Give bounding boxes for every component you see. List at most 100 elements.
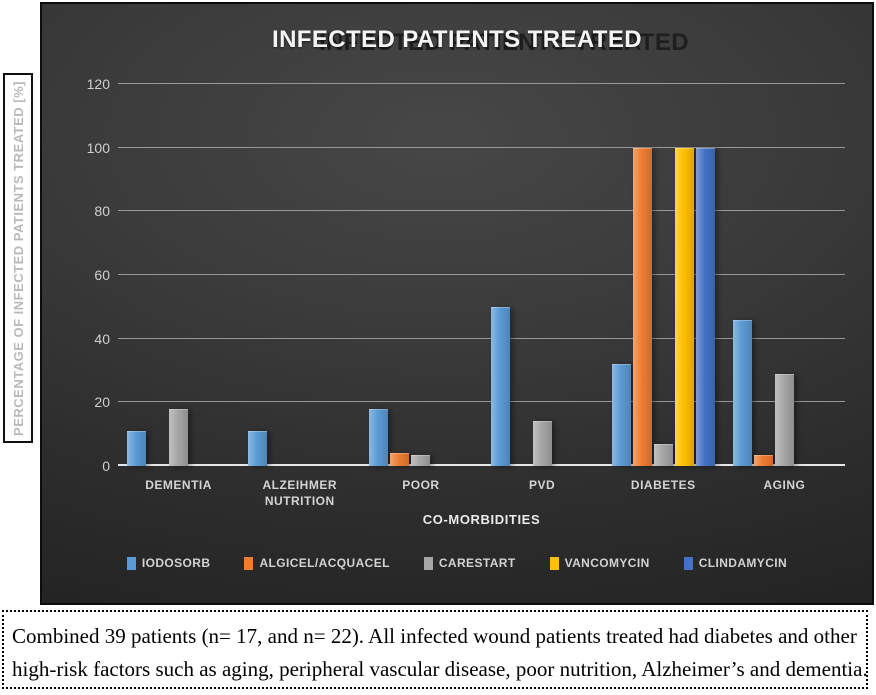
legend-item-clindamycin: CLINDAMYCIN [683, 556, 788, 570]
bar-slot [390, 84, 410, 466]
bar-group-alzeihmer-nutrition [239, 84, 360, 466]
x-label-text: PVD [529, 478, 556, 492]
bar-slot [369, 84, 389, 466]
caption-line-1: Combined 39 patients (n= 17, and n= 22).… [12, 624, 857, 648]
bar-slot [817, 84, 836, 466]
y-tick-label: 80 [94, 203, 110, 220]
bar-slot [411, 84, 431, 466]
legend-label: IODOSORB [141, 556, 211, 570]
y-tick-label: 40 [94, 330, 110, 347]
x-label: PVD [482, 478, 603, 509]
bar-iodosorb [732, 319, 752, 466]
bar-carestart [532, 421, 552, 466]
bar-group-pvd [482, 84, 603, 466]
bar-slot [127, 84, 147, 466]
bar-group-diabetes [603, 84, 724, 466]
bar-carestart [411, 454, 431, 466]
y-axis-label-box: PERCENTAGE OF INFECTED PATIENTS TREATED … [3, 73, 33, 443]
chart-panel: INFECTED PATIENTS TREATED INFECTED PATIE… [40, 2, 874, 605]
x-label: DEMENTIA [118, 478, 239, 509]
caption-box: Combined 39 patients (n= 17, and n= 22).… [2, 610, 868, 689]
plot-area: 0 20 40 60 80 100 120 [87, 76, 845, 474]
bar-group-dementia [118, 84, 239, 466]
bar-slot [774, 84, 794, 466]
x-label-text: ALZEIHMER NUTRITION [262, 478, 337, 508]
legend-item-iodosorb: IODOSORB [126, 556, 211, 570]
bar-iodosorb [369, 408, 389, 466]
y-tick-label: 0 [102, 458, 110, 474]
gridline-0 [118, 464, 845, 466]
gridline-80 [118, 210, 845, 212]
y-tick-label: 120 [86, 76, 110, 92]
gridline-20 [118, 401, 845, 403]
bar-algicel-acquacel [753, 454, 773, 466]
legend-marker [549, 556, 559, 570]
bar-carestart [653, 443, 673, 466]
bar-vancomycin [674, 147, 694, 466]
bar-group-aging [724, 84, 845, 466]
bar-slot [190, 84, 209, 466]
x-label-text: AGING [763, 478, 806, 492]
y-axis-label: PERCENTAGE OF INFECTED PATIENTS TREATED … [10, 80, 26, 436]
x-label-text: DIABETES [630, 478, 696, 492]
bar-slot [653, 84, 673, 466]
y-tick-label: 100 [86, 139, 110, 156]
bar-slot [269, 84, 288, 466]
bar-slot [732, 84, 752, 466]
bar-slot [211, 84, 230, 466]
bar-slot [490, 84, 510, 466]
bar-iodosorb [248, 430, 268, 466]
y-tick-label: 60 [94, 267, 110, 283]
bar-slot [248, 84, 268, 466]
bar-algicel-acquacel [390, 453, 410, 466]
x-label: AGING [724, 478, 845, 509]
bar-slot [796, 84, 815, 466]
legend-item-carestart: CARESTART [423, 556, 516, 570]
bar-slot [432, 84, 451, 466]
bar-slot [695, 84, 715, 466]
bar-slot [453, 84, 472, 466]
bar-groups [118, 84, 845, 466]
bar-slot [753, 84, 773, 466]
legend-marker [423, 556, 433, 570]
bar-slot [311, 84, 330, 466]
bar-slot [148, 84, 167, 466]
bar-slot [332, 84, 351, 466]
legend-label: CLINDAMYCIN [698, 556, 788, 570]
legend-label: CARESTART [438, 556, 516, 570]
gridline-120 [118, 83, 845, 84]
y-tick-label: 20 [94, 394, 110, 411]
bar-iodosorb [611, 364, 631, 466]
legend-marker [244, 556, 254, 570]
x-axis-labels: DEMENTIA ALZEIHMER NUTRITION POOR PVD DIABET… [118, 478, 845, 509]
bar-slot [290, 84, 309, 466]
x-label: POOR [360, 478, 481, 509]
legend: IODOSORB ALGICEL/ACQUACEL CARESTART VANCOMY… [42, 556, 872, 570]
x-label: ALZEIHMER NUTRITION [239, 478, 360, 509]
x-axis-title: CO-MORBIDITIES [422, 512, 541, 527]
legend-label: VANCOMYCIN [564, 556, 650, 570]
x-label-text: DEMENTIA [145, 478, 212, 492]
bar-carestart [169, 408, 189, 466]
chart-title-ghost: INFECTED PATIENTS TREATED [319, 29, 689, 56]
x-label: DIABETES [603, 478, 724, 509]
bar-group-poor [360, 84, 481, 466]
gridline-100 [118, 146, 845, 148]
bar-algicel-acquacel [632, 147, 652, 466]
gridline-60 [118, 274, 845, 275]
bar-slot [512, 84, 531, 466]
bar-slot [632, 84, 652, 466]
bar-slot [611, 84, 631, 466]
bar-slot [554, 84, 573, 466]
bar-slot [169, 84, 189, 466]
legend-marker [683, 556, 693, 570]
bar-iodosorb [127, 430, 147, 466]
bar-slot [532, 84, 552, 466]
bar-carestart [774, 373, 794, 466]
legend-marker [126, 556, 136, 570]
bar-slot [575, 84, 594, 466]
x-label-text: POOR [402, 478, 440, 492]
legend-label: ALGICEL/ACQUACEL [259, 556, 390, 570]
gridline-40 [118, 337, 845, 339]
